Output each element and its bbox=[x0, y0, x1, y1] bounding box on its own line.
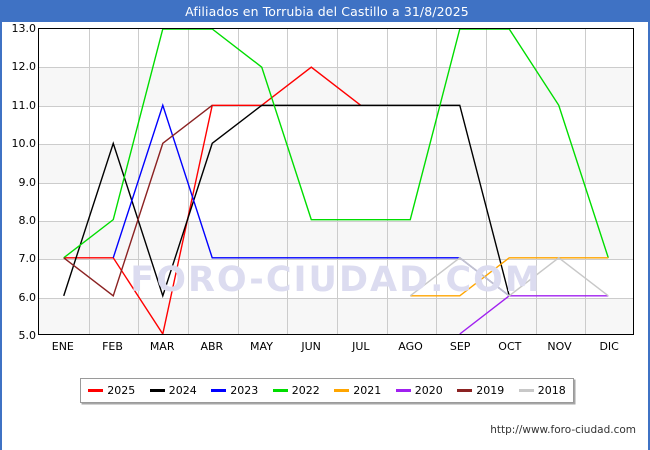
gridline-vertical bbox=[387, 29, 388, 334]
legend-item-2024[interactable]: 2024 bbox=[149, 384, 197, 397]
window-title-bar: Afiliados en Torrubia del Castillo a 31/… bbox=[2, 0, 650, 22]
chart-container: 5.0 6.0 7.0 8.0 9.0 10.0 11.0 12.0 13.0 FORO-CIU… bbox=[2, 22, 650, 362]
gridline-vertical bbox=[238, 29, 239, 334]
legend-item-2025[interactable]: 2025 bbox=[88, 384, 135, 397]
x-axis-tick-label: AGO bbox=[398, 340, 423, 353]
legend-swatch-icon bbox=[395, 389, 411, 392]
legend-swatch-icon bbox=[272, 389, 288, 392]
legend-label: 2019 bbox=[476, 384, 505, 397]
x-axis-tick-label: MAR bbox=[149, 340, 175, 353]
legend-swatch-icon bbox=[518, 389, 534, 392]
x-axis-tick-label: OCT bbox=[498, 340, 522, 353]
legend-label: 2024 bbox=[168, 384, 197, 397]
series-line-2024 bbox=[63, 104, 510, 299]
legend-item-2023[interactable]: 2023 bbox=[211, 384, 258, 397]
gridline-horizontal bbox=[39, 183, 633, 184]
legend-swatch-icon bbox=[211, 389, 227, 392]
gridline-vertical bbox=[89, 29, 90, 334]
legend-label: 2023 bbox=[230, 384, 259, 397]
y-axis-tick-label: 9.0 bbox=[18, 175, 37, 189]
legend-swatch-icon bbox=[88, 389, 104, 392]
x-axis-tick-label: SEP bbox=[449, 340, 471, 353]
y-axis-tick-label: 6.0 bbox=[18, 290, 37, 304]
legend-label: 2020 bbox=[414, 384, 443, 397]
series-line-2021 bbox=[410, 257, 609, 297]
legend-label: 2018 bbox=[537, 384, 566, 397]
y-axis-tick-label: 12.0 bbox=[11, 60, 37, 74]
y-axis-tick-label: 7.0 bbox=[18, 252, 37, 266]
x-axis-tick-label: DIC bbox=[599, 340, 619, 353]
chart-legend: 2025 2024 2023 2022 2021 2020 2019 2018 bbox=[80, 378, 574, 403]
legend-label: 2021 bbox=[353, 384, 382, 397]
legend-item-2019[interactable]: 2019 bbox=[457, 384, 504, 397]
x-axis-tick-label: JUL bbox=[352, 340, 370, 353]
gridline-vertical bbox=[436, 29, 437, 334]
gridline-vertical bbox=[486, 29, 487, 334]
gridline-horizontal bbox=[39, 67, 633, 68]
x-axis-labels: ENE FEB MAR ABR MAY JUN JUL AGO SEP OCT NOV DIC bbox=[38, 340, 634, 358]
series-line-2019 bbox=[63, 104, 213, 298]
y-axis-labels: 5.0 6.0 7.0 8.0 9.0 10.0 11.0 12.0 13.0 bbox=[2, 22, 37, 362]
series-line-2018 bbox=[409, 256, 609, 297]
legend-swatch-icon bbox=[457, 389, 473, 392]
gridline-horizontal bbox=[39, 106, 633, 107]
legend-item-2021[interactable]: 2021 bbox=[334, 384, 381, 397]
y-axis-tick-label: 11.0 bbox=[11, 98, 37, 112]
gridline-horizontal bbox=[39, 221, 633, 222]
y-axis-tick-label: 5.0 bbox=[18, 329, 37, 342]
legend-swatch-icon bbox=[334, 389, 350, 392]
legend-item-2022[interactable]: 2022 bbox=[272, 384, 320, 397]
legend-item-2020[interactable]: 2020 bbox=[395, 384, 443, 397]
y-axis-tick-label: 13.0 bbox=[11, 22, 37, 35]
plot-area bbox=[38, 28, 634, 335]
gridline-vertical bbox=[337, 29, 338, 334]
gridline-horizontal bbox=[39, 144, 633, 145]
series-line-2022 bbox=[63, 29, 609, 259]
series-line-2023 bbox=[112, 103, 510, 297]
gridline-horizontal bbox=[39, 259, 633, 260]
y-axis-tick-label: 8.0 bbox=[18, 213, 37, 227]
series-line-2025 bbox=[63, 66, 362, 334]
source-url: http://www.foro-ciudad.com bbox=[490, 424, 636, 436]
x-axis-tick-label: NOV bbox=[547, 340, 572, 353]
x-axis-tick-label: ENE bbox=[51, 340, 74, 353]
gridline-vertical bbox=[188, 29, 189, 334]
series-layer bbox=[63, 29, 609, 334]
x-axis-tick-label: FEB bbox=[102, 340, 123, 353]
x-axis-tick-label: MAY bbox=[250, 340, 273, 353]
gridline-horizontal bbox=[39, 298, 633, 299]
legend-swatch-icon bbox=[149, 389, 165, 392]
legend-label: 2022 bbox=[291, 384, 320, 397]
page-title: Afiliados en Torrubia del Castillo a 31/… bbox=[185, 3, 469, 19]
x-axis-tick-label: ABR bbox=[200, 340, 224, 353]
gridline-vertical bbox=[287, 29, 288, 334]
legend-label: 2025 bbox=[107, 384, 136, 397]
legend-item-2018[interactable]: 2018 bbox=[518, 384, 566, 397]
gridline-vertical bbox=[585, 29, 586, 334]
x-axis-tick-label: JUN bbox=[301, 340, 321, 353]
series-line-2020 bbox=[459, 295, 609, 334]
y-axis-tick-label: 10.0 bbox=[11, 137, 37, 151]
gridline-vertical bbox=[536, 29, 537, 334]
